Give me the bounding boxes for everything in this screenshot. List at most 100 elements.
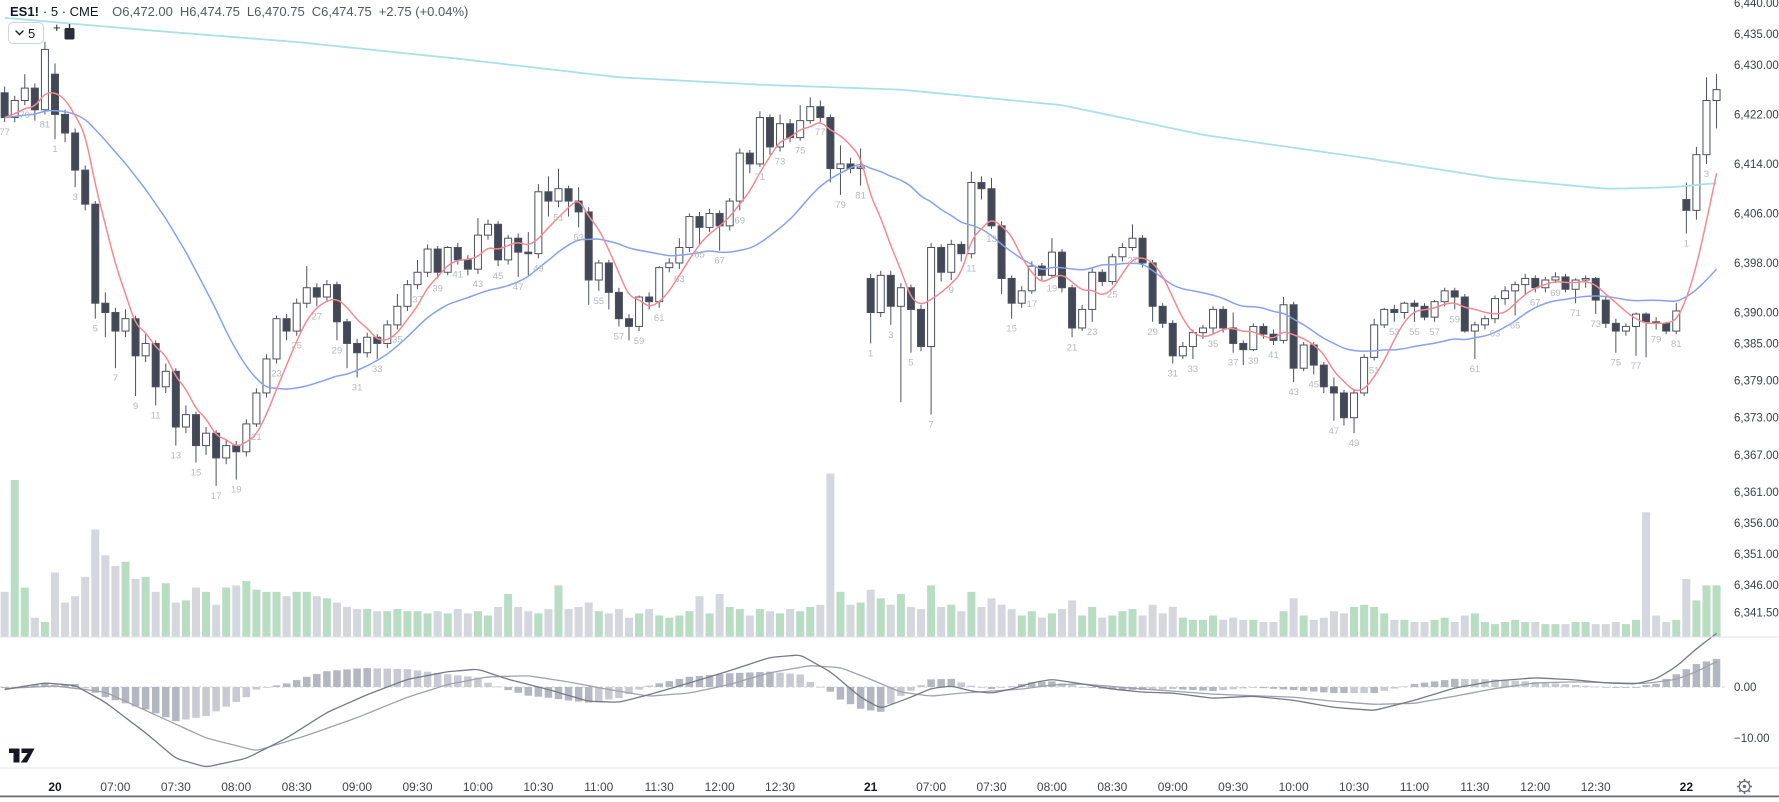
macd-histogram-bar [343, 669, 351, 687]
macd-histogram-bar [685, 676, 694, 687]
volume-bar [735, 609, 744, 637]
volume-bar [332, 602, 341, 637]
candle [1138, 237, 1147, 264]
axis-label: 6,385.00 [1734, 338, 1779, 350]
macd-histogram-bar [111, 687, 120, 701]
volume-bar [1672, 619, 1681, 637]
volume-pane[interactable] [0, 473, 1721, 637]
axis-label: 37 [412, 294, 423, 305]
volume-bar [886, 604, 895, 637]
volume-bar [212, 604, 221, 637]
axis-label: 12:00 [705, 780, 735, 794]
candle [1470, 324, 1479, 332]
macd-histogram-bar [967, 685, 976, 687]
axis-label: 08:00 [221, 780, 251, 794]
time-axis[interactable]: 20 07:00 07:30 08:00 08:30 09:00 09:30 10:00 10:… [48, 780, 1693, 794]
axis-label: 65 [1510, 321, 1521, 332]
volume-bar [20, 587, 29, 637]
macd-histogram-bar [282, 683, 291, 687]
axis-label: 35 [392, 335, 403, 346]
macd-histogram-bar [1642, 684, 1650, 687]
candle [191, 414, 200, 447]
candle [504, 237, 513, 261]
candle [554, 188, 563, 202]
axis-label: 3 [888, 330, 893, 341]
volume-bar [594, 611, 603, 637]
volume-bar [1350, 606, 1359, 637]
candle [121, 318, 130, 332]
ohlc-close: C6,474.75 [311, 4, 372, 19]
ma-long-line [4, 16, 1717, 190]
volume-bar [282, 596, 291, 637]
candlestick-series[interactable] [0, 41, 1721, 486]
macd-pane[interactable] [0, 632, 1725, 768]
candle [423, 248, 432, 273]
candle [765, 117, 774, 148]
candle [282, 318, 291, 332]
volume-bar [816, 604, 825, 637]
macd-histogram-bar [1501, 679, 1509, 687]
axis-label: 10:30 [1339, 780, 1369, 794]
candle [111, 312, 120, 332]
chevron-down-icon [15, 30, 24, 36]
volume-bar [1702, 585, 1711, 637]
volume-bar [1279, 611, 1288, 637]
axis-label: 5 [93, 324, 98, 335]
volume-bar [232, 585, 241, 637]
candle [665, 262, 674, 269]
axis-label: 6,440.00 [1734, 0, 1779, 10]
price-axis[interactable]: 6,440.00 6,435.00 6,430.00 6,422.00 6,414.00… [1734, 0, 1779, 745]
candle [332, 284, 341, 323]
macd-histogram-bar [746, 672, 754, 687]
macd-histogram-bar [373, 668, 381, 687]
volume-bar [947, 604, 956, 637]
axis-label: 59 [1449, 314, 1460, 325]
candle [1611, 322, 1620, 332]
candle [534, 191, 543, 255]
volume-bar [1168, 606, 1177, 637]
time-axis-settings-icon[interactable] [1736, 778, 1753, 795]
candle [1390, 308, 1399, 313]
volume-bar [1571, 621, 1580, 637]
axis-label: 10:00 [1279, 780, 1309, 794]
volume-bar [373, 611, 382, 637]
volume-bar [322, 598, 331, 637]
axis-label: 25 [1107, 290, 1118, 301]
volume-bar [725, 606, 734, 637]
candle [997, 225, 1006, 279]
volume-bar [51, 572, 59, 637]
volume-bar [695, 596, 704, 637]
macd-histogram-bar [393, 668, 402, 687]
axis-label: 1 [52, 144, 57, 155]
candle [1460, 296, 1469, 332]
candle [1078, 308, 1087, 329]
candle [564, 188, 573, 202]
volume-bar [1662, 621, 1671, 637]
macd-histogram-bar [1189, 687, 1197, 691]
macd-histogram-bar [887, 687, 895, 704]
volume-bar [665, 617, 674, 637]
tradingview-logo[interactable] [9, 747, 37, 766]
axis-label: 41 [1268, 350, 1279, 361]
volume-bar [645, 609, 654, 637]
volume-bar [635, 613, 644, 637]
axis-label: 67 [1530, 297, 1541, 308]
axis-label: 1 [1684, 239, 1689, 250]
macd-histogram-bar [947, 678, 955, 687]
axis-label: 43 [1288, 387, 1299, 398]
volume-bar [302, 591, 311, 637]
macd-histogram-bar [695, 675, 704, 687]
interval-chip[interactable]: 5 [8, 22, 45, 44]
axis-label: 25 [291, 341, 302, 352]
macd-histogram-bar [826, 687, 835, 692]
axis-label: 75 [1611, 358, 1622, 369]
axis-label: 11:30 [1460, 780, 1489, 794]
candle [987, 188, 996, 227]
candle [1068, 287, 1077, 329]
candle [967, 182, 976, 255]
candle [181, 414, 190, 428]
symbol-title[interactable]: ES1! [10, 4, 39, 19]
candle [10, 99, 19, 119]
